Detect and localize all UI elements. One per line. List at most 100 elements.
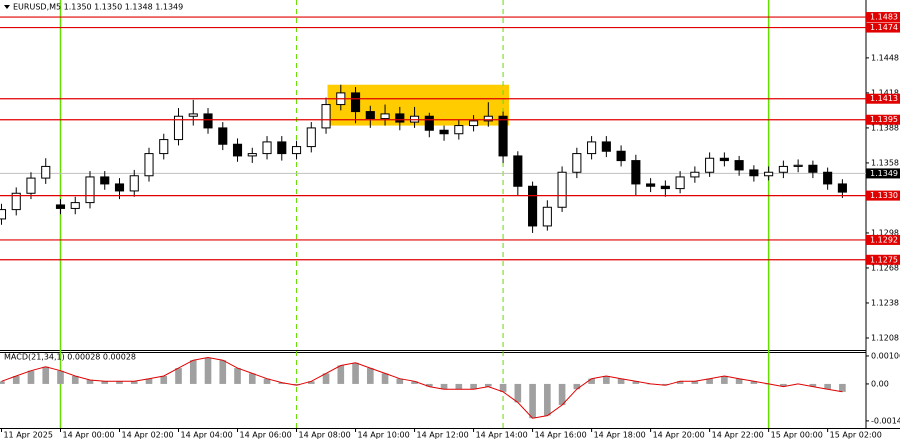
macd-tick-label: 0.00 — [871, 379, 889, 388]
macd-bar — [219, 360, 227, 384]
macd-bar — [455, 383, 463, 390]
macd-bar — [396, 378, 404, 384]
price-tick-label: 1.1208 — [871, 333, 899, 342]
macd-bar — [632, 381, 640, 384]
macd-bar — [706, 378, 713, 384]
candle-body — [705, 157, 715, 173]
candle-body — [631, 160, 641, 185]
candle-body — [100, 176, 110, 185]
time-tick-label: 14 Apr 20:00 — [653, 431, 705, 440]
price-tick-label: 1.1388 — [871, 123, 899, 132]
candle-body — [719, 157, 729, 162]
macd-bar — [322, 373, 330, 384]
level-label-box — [866, 190, 900, 201]
candle-body — [660, 185, 670, 190]
candle-body — [601, 141, 611, 152]
candle-body — [85, 176, 95, 204]
macd-bar — [514, 383, 522, 403]
candle-body — [469, 120, 479, 127]
candle-body — [129, 175, 139, 192]
time-tick-label: 14 Apr 22:00 — [712, 431, 764, 440]
level-label-box — [866, 114, 900, 125]
time-tick-label: 14 Apr 12:00 — [417, 431, 469, 440]
level-label-box — [866, 254, 900, 265]
macd-bar — [189, 360, 197, 384]
candle-body — [0, 209, 7, 220]
candle-body — [616, 150, 626, 162]
macd-bar — [42, 366, 50, 384]
candle-body — [749, 169, 759, 177]
macd-bar — [307, 381, 315, 384]
macd-bar — [691, 381, 699, 384]
candle-body — [793, 164, 803, 167]
macd-bar — [278, 382, 286, 384]
candle-body — [262, 141, 272, 155]
price-tick-label: 1.1298 — [871, 228, 899, 237]
level-label: 1.1275 — [870, 255, 898, 264]
candle-body — [291, 146, 302, 155]
macd-bar — [337, 365, 345, 384]
candle-body — [41, 165, 51, 179]
candle-body — [247, 153, 257, 157]
candle-body — [646, 183, 656, 187]
candle-body — [380, 113, 390, 120]
macd-bar — [263, 378, 271, 384]
candle-body — [173, 115, 184, 141]
macd-bar — [0, 381, 5, 384]
macd-bar — [588, 378, 595, 384]
macd-bar — [175, 368, 182, 384]
macd-bar — [12, 376, 20, 384]
macd-bar — [603, 376, 610, 384]
candle-body — [144, 153, 154, 177]
macd-bar — [780, 383, 787, 387]
level-label-box — [866, 93, 900, 104]
candle-body — [498, 115, 508, 157]
candle-body — [159, 139, 169, 155]
candle-body — [11, 192, 21, 211]
level-label: 1.1292 — [870, 235, 898, 244]
macd-bar — [366, 368, 374, 384]
macd-bar — [617, 378, 625, 384]
macd-bar — [721, 376, 728, 384]
candle-body — [232, 143, 243, 157]
current-price-box — [866, 168, 900, 179]
candle-body — [734, 160, 744, 171]
macd-bar — [529, 383, 536, 419]
candle-body — [439, 129, 449, 135]
level-label: 1.1330 — [870, 191, 898, 200]
time-tick-label: 14 Apr 08:00 — [299, 431, 351, 440]
macd-bar — [470, 383, 477, 390]
macd-bar — [411, 381, 418, 384]
candle-body — [350, 92, 361, 113]
macd-bar — [381, 373, 389, 384]
level-label-box — [866, 22, 900, 33]
time-tick-label: 14 Apr 06:00 — [240, 431, 292, 440]
time-tick-label: 14 Apr 10:00 — [358, 431, 410, 440]
time-tick-label: 14 Apr 14:00 — [476, 431, 528, 440]
macd-bar — [27, 370, 35, 384]
chart-title: EURUSD,M5 1.1350 1.1350 1.1348 1.1349 — [13, 3, 183, 12]
time-tick-label: 11 Apr 2025 — [3, 431, 52, 440]
macd-bar — [499, 383, 507, 392]
level-label-box — [866, 12, 900, 23]
macd-bar — [293, 383, 300, 386]
candle-body — [424, 115, 434, 131]
candle-body — [114, 183, 125, 192]
price-tick-label: 1.1238 — [871, 298, 899, 307]
title-arrow — [4, 5, 10, 9]
price-tick-label: 1.1358 — [871, 158, 899, 167]
macd-bar — [544, 383, 551, 416]
level-label-box — [866, 234, 900, 245]
macd-bar — [160, 376, 168, 384]
macd-bar — [750, 381, 758, 384]
macd-bar — [204, 357, 212, 384]
candle-body — [306, 127, 316, 148]
candle-body — [55, 204, 66, 209]
time-tick-label: 14 Apr 16:00 — [535, 431, 587, 440]
macd-bar — [676, 381, 684, 384]
macd-bar — [71, 376, 79, 384]
candle-body — [277, 141, 287, 155]
macd-bar — [248, 373, 256, 384]
macd-bar — [234, 368, 241, 384]
